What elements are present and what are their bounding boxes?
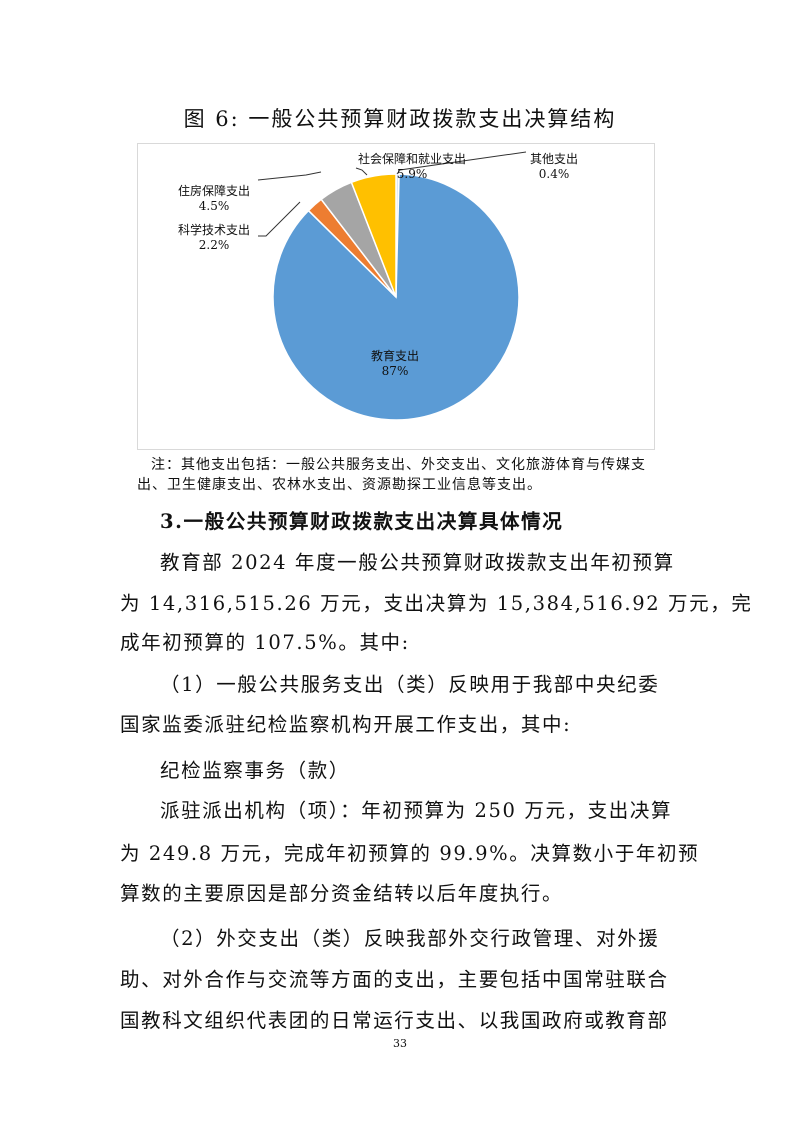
chart-note: 注：其他支出包括：一般公共服务支出、外交支出、文化旅游体育与传媒支出、卫生健康支…	[137, 457, 646, 493]
section-heading: 3.一般公共预算财政拨款支出决算具体情况	[160, 510, 564, 533]
paragraph-line: 国家监委派驻纪检监察机构开展工作支出，其中:	[120, 713, 572, 736]
paragraph-line: 为 249.8 万元，完成年初预算的 99.9%。决算数小于年初预	[120, 842, 700, 865]
paragraph-line: 助、对外合作与交流等方面的支出，主要包括中国常驻联合	[120, 968, 669, 991]
slice-label-social: 社会保障和就业支出 5.9%	[358, 152, 467, 181]
paragraph-line: 国教科文组织代表团的日常运行支出、以我国政府或教育部	[120, 1009, 669, 1032]
paragraph-line: （1）一般公共服务支出（类）反映用于我部中央纪委	[160, 673, 660, 696]
paragraph-line: 派驻派出机构（项）：年初预算为 250 万元，支出决算	[160, 799, 673, 822]
pie-chart: 社会保障和就业支出 5.9% 住房保障支出 4.5% 科学技术支出 2.2% 其他支出…	[137, 143, 655, 450]
leader-line	[396, 151, 527, 175]
leader-line	[257, 171, 322, 181]
paragraph-line: 算数的主要原因是部分资金结转以后年度执行。	[120, 882, 564, 905]
pie-svg	[257, 151, 527, 421]
slice-label-other: 其他支出 0.4%	[530, 152, 579, 181]
leader-line	[355, 167, 368, 176]
slice-label-housing: 住房保障支出 4.5%	[178, 184, 251, 213]
paragraph-line: 纪检监察事务（款）	[160, 759, 350, 782]
slice-label-science: 科学技术支出 2.2%	[178, 223, 251, 252]
paragraph-line: 成年初预算的 107.5%。其中:	[120, 631, 410, 654]
paragraph-line: 为 14,316,515.26 万元，支出决算为 15,384,516.92 万…	[120, 592, 753, 615]
slice-label-education: 教育支出 87%	[371, 349, 420, 378]
paragraph-line: （2）外交支出（类）反映我部外交行政管理、对外援	[160, 927, 660, 950]
figure-title: 图 6: 一般公共预算财政拨款支出决算结构	[183, 107, 617, 131]
leader-line	[258, 201, 301, 237]
paragraph-line: 教育部 2024 年度一般公共预算财政拨款支出年初预算	[160, 551, 675, 574]
pie-slice	[350, 173, 397, 298]
page-number: 33	[393, 1037, 407, 1050]
